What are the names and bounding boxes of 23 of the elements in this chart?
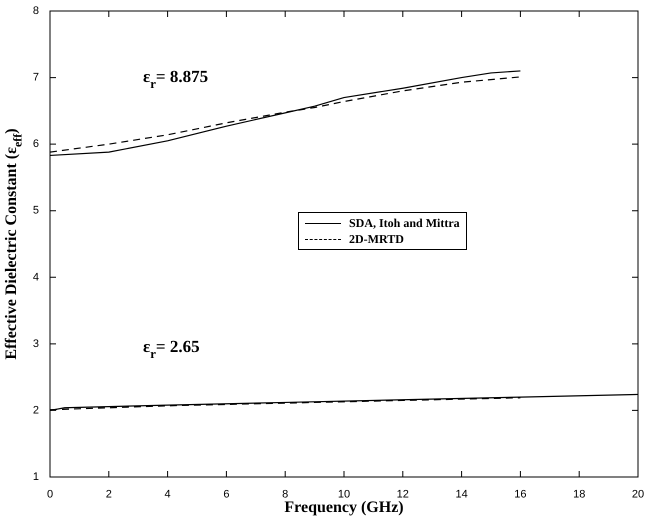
x-axis-title: Frequency (GHz)	[284, 499, 404, 516]
x-tick-label: 8	[282, 488, 288, 501]
legend-label: 2D-MRTD	[349, 232, 404, 246]
y-tick-label: 7	[32, 72, 39, 84]
y-tick-label: 8	[32, 5, 39, 18]
y-axis-title: Effective Dielectric Constant (εeff)	[3, 128, 25, 360]
y-tick-label: 4	[32, 271, 39, 284]
y-tick-label: 2	[32, 404, 39, 416]
x-tick-label: 12	[396, 488, 409, 501]
y-tick-label: 1	[32, 471, 39, 484]
x-tick-label: 16	[514, 488, 527, 501]
x-tick-label: 2	[106, 488, 112, 501]
x-tick-label: 0	[46, 488, 54, 501]
y-tick-label: 5	[32, 204, 39, 217]
x-tick-label: 6	[223, 488, 230, 501]
x-tick-label: 10	[338, 488, 350, 501]
y-tick-label: 3	[32, 338, 39, 350]
y-tick-label: 6	[32, 138, 39, 150]
legend-label: SDA, Itoh and Mittra	[349, 216, 460, 230]
x-tick-label: 20	[632, 488, 644, 501]
x-tick-label: 4	[164, 488, 171, 501]
x-tick-label: 14	[455, 488, 468, 501]
x-tick-label: 18	[573, 488, 586, 501]
